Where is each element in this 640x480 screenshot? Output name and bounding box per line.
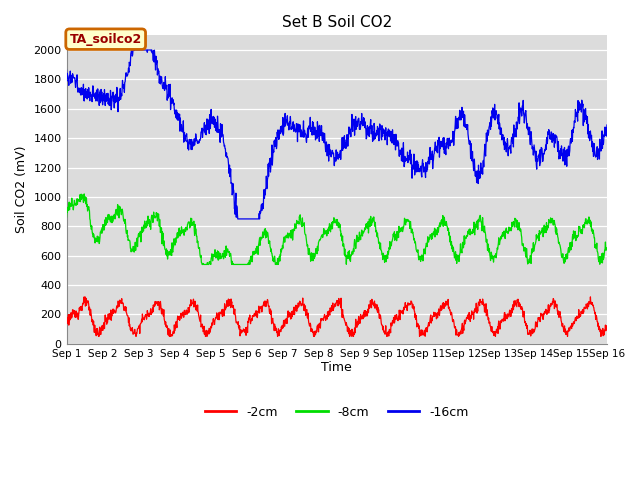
Legend: -2cm, -8cm, -16cm: -2cm, -8cm, -16cm	[200, 401, 474, 424]
Text: TA_soilco2: TA_soilco2	[70, 33, 142, 46]
Title: Set B Soil CO2: Set B Soil CO2	[282, 15, 392, 30]
Y-axis label: Soil CO2 (mV): Soil CO2 (mV)	[15, 146, 28, 233]
X-axis label: Time: Time	[321, 361, 352, 374]
